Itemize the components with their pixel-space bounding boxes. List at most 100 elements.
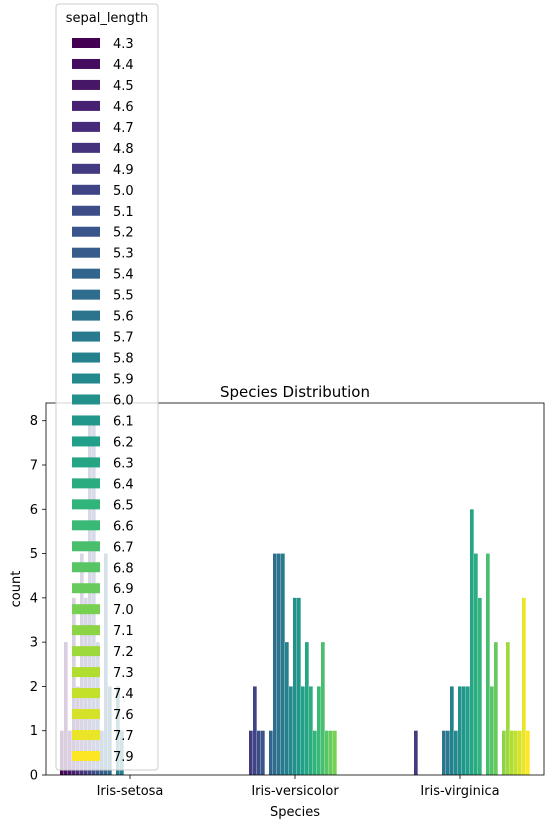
legend-title: sepal_length	[66, 11, 149, 26]
legend-swatch	[72, 121, 100, 132]
legend-swatch	[72, 352, 100, 363]
bar	[486, 553, 490, 775]
legend-label: 4.5	[113, 79, 134, 94]
bar	[281, 553, 285, 775]
legend: sepal_length 4.3 4.4 4.5 4.6 4.7 4.8 4.9 5.0 5.1 5…	[55, 3, 159, 771]
legend-label: 7.1	[113, 624, 134, 639]
bar	[313, 730, 317, 775]
legend-label: 5.3	[113, 247, 134, 262]
bar	[285, 642, 289, 775]
legend-swatch	[72, 247, 100, 258]
legend-swatch	[72, 331, 100, 342]
legend-swatch	[72, 688, 100, 699]
legend-swatch	[72, 436, 100, 447]
legend-label: 4.4	[113, 58, 134, 73]
bar	[526, 730, 530, 775]
legend-swatch	[72, 730, 100, 741]
legend-label: 6.8	[113, 561, 134, 576]
bar	[458, 686, 462, 775]
bar	[253, 686, 257, 775]
bar	[522, 597, 526, 775]
legend-swatch	[72, 142, 100, 153]
bar	[414, 730, 418, 775]
bar	[454, 730, 458, 775]
legend-swatch	[72, 562, 100, 573]
y-tick-label: 8	[30, 414, 38, 429]
bar	[478, 597, 482, 775]
bar	[321, 642, 325, 775]
legend-label: 6.7	[113, 540, 134, 555]
legend-label: 6.0	[113, 393, 134, 408]
x-axis: Iris-setosa Iris-versicolor Iris-virginica	[97, 775, 500, 799]
legend-label: 7.2	[113, 645, 134, 660]
legend-swatch	[72, 310, 100, 321]
legend-label: 7.0	[113, 603, 134, 618]
legend-swatch	[72, 394, 100, 405]
legend-swatch	[72, 541, 100, 552]
legend-label: 4.6	[113, 100, 134, 115]
bar	[277, 553, 281, 775]
y-tick-label: 6	[30, 503, 38, 518]
bar	[305, 642, 309, 775]
y-tick-label: 4	[30, 591, 38, 606]
x-tick-label: Iris-versicolor	[251, 784, 339, 799]
bar	[518, 730, 522, 775]
bar	[293, 597, 297, 775]
y-tick-label: 2	[30, 680, 38, 695]
legend-label: 5.6	[113, 310, 134, 325]
legend-label: 7.3	[113, 666, 134, 681]
legend-label: 7.6	[113, 708, 134, 723]
bar	[273, 553, 277, 775]
y-tick-label: 0	[30, 769, 38, 784]
legend-swatch	[72, 268, 100, 279]
bar	[446, 730, 450, 775]
legend-label: 6.4	[113, 477, 134, 492]
legend-swatch	[72, 520, 100, 531]
legend-label: 5.0	[113, 184, 134, 199]
legend-label: 4.3	[113, 37, 134, 52]
x-axis-label: Species	[270, 805, 320, 820]
bar	[309, 686, 313, 775]
legend-label: 6.2	[113, 435, 134, 450]
legend-label: 7.7	[113, 729, 134, 744]
legend-swatch	[72, 583, 100, 594]
bar	[333, 730, 337, 775]
bar	[502, 730, 506, 775]
legend-label: 4.9	[113, 163, 134, 178]
legend-swatch	[72, 226, 100, 237]
bar	[494, 642, 498, 775]
bar	[510, 730, 514, 775]
legend-swatch	[72, 750, 100, 761]
legend-swatch	[72, 100, 100, 111]
y-tick-label: 7	[30, 459, 38, 474]
legend-swatch	[72, 499, 100, 510]
bar	[462, 686, 466, 775]
legend-label: 6.5	[113, 498, 134, 513]
bar	[297, 597, 301, 775]
legend-label: 5.2	[113, 226, 134, 241]
legend-swatch	[72, 604, 100, 615]
legend-label: 6.1	[113, 414, 134, 429]
y-axis: 0 1 2 3 4 5 6 7 8	[30, 414, 46, 784]
legend-label: 6.9	[113, 582, 134, 597]
legend-label: 5.5	[113, 289, 134, 304]
bar	[470, 509, 474, 775]
bar	[329, 730, 333, 775]
legend-swatch	[72, 205, 100, 216]
bar	[317, 686, 321, 775]
legend-swatch	[72, 625, 100, 636]
bar	[506, 642, 510, 775]
y-tick-label: 3	[30, 636, 38, 651]
bar	[474, 553, 478, 775]
chart-title: Species Distribution	[220, 383, 370, 401]
bar	[289, 686, 293, 775]
legend-swatch	[72, 38, 100, 48]
y-tick-label: 5	[30, 547, 38, 562]
bar	[257, 730, 261, 775]
legend-swatch	[72, 646, 100, 657]
legend-label: 7.4	[113, 687, 134, 702]
legend-swatch	[72, 478, 100, 489]
legend-swatch	[72, 289, 100, 300]
x-tick-label: Iris-setosa	[97, 784, 164, 799]
